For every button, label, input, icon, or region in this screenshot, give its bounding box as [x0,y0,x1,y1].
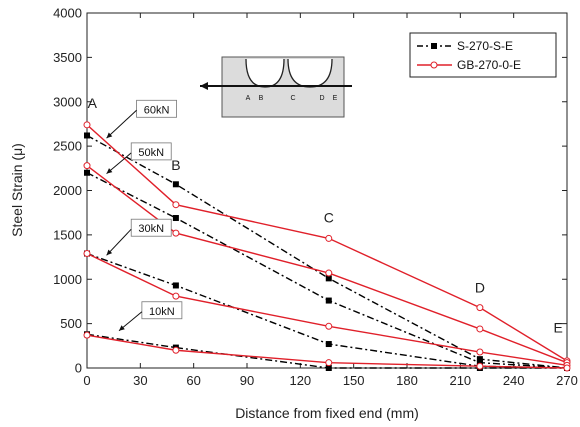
y-tick-label: 3000 [53,94,82,109]
data-point-circle [83,331,91,339]
load-label-60kN: 60kN [144,104,170,116]
load-label-30kN: 30kN [138,223,164,235]
data-point-circle [83,250,91,258]
x-tick-label: 60 [186,373,200,388]
data-point-circle [325,269,333,277]
data-point-circle [563,364,571,372]
data-point-circle [83,162,91,170]
inset-arrow-icon [200,82,208,90]
y-tick-label: 500 [60,316,82,331]
y-axis-title: Steel Strain (μ) [9,143,25,237]
y-tick-label: 3500 [53,50,82,65]
x-tick-label: 90 [240,373,254,388]
data-point-square [325,275,332,282]
load-label-10kN: 10kN [149,306,175,318]
load-arrow-line [106,109,137,139]
inset-label-D: D [319,95,324,102]
load-arrow-head-icon [106,249,113,256]
x-tick-label: 150 [343,373,365,388]
data-point-square [476,356,483,363]
data-point-circle [325,234,333,242]
y-tick-label: 2500 [53,139,82,154]
load-arrow-line [106,228,132,256]
series-lines [83,121,571,372]
data-point-square [84,169,90,176]
inset-label-A: A [246,95,251,102]
data-point-circle [476,325,484,333]
load-arrow-head-icon [119,325,125,331]
y-tick-label: 1500 [53,227,82,242]
load-arrow-head-icon [106,132,113,139]
load-label-50kN: 50kN [138,147,164,159]
data-point-circle [476,304,484,312]
data-point-circle [476,362,484,370]
data-point-square [172,282,179,289]
y-tick-label: 0 [75,361,82,376]
legend-label-series-1: S-270-S-E [457,39,513,53]
inset-label-C: C [290,95,295,102]
load-arrow-head-icon [106,168,113,174]
x-tick-label: 240 [503,373,525,388]
x-tick-label: 210 [449,373,471,388]
data-point-circle [172,201,180,209]
point-label-C: C [324,209,334,225]
data-point-circle [172,229,180,237]
x-tick-label: 0 [83,373,90,388]
x-tick-label: 180 [396,373,418,388]
legend-box [409,32,557,78]
x-tick-label: 120 [289,373,311,388]
y-tick-label: 4000 [53,6,82,21]
data-point-square [325,297,332,304]
y-tick-label: 1000 [53,272,82,287]
data-point-square [172,181,179,188]
axis-ticks: 0 30 60 90 120 150 180 210 240 270 0 500 1000 1500 200… [53,6,578,389]
legend: S-270-S-E GB-270-0-E [409,32,557,78]
point-label-E: E [553,320,562,336]
load-label-box [130,142,172,161]
data-point-circle [325,322,333,330]
point-label-A: A [88,95,98,111]
data-point-square [325,341,332,348]
data-point-circle [476,348,484,356]
data-point-square [476,359,483,366]
data-point-circle [325,359,333,367]
y-tick-label: 2000 [53,183,82,198]
x-tick-label: 270 [556,373,578,388]
inset-label-E: E [333,95,338,102]
load-label-box [130,218,172,237]
beam-inset-diagram: A B C D E [200,56,352,118]
data-point-circle [83,121,91,129]
x-axis-title: Distance from fixed end (mm) [235,405,419,421]
legend-label-series-2: GB-270-0-E [457,58,521,72]
point-label-B: B [171,157,180,173]
data-point-square [84,132,90,139]
annotations: A B C D E 60kN 50kN 30kN 10kN [88,95,563,336]
data-point-square [325,365,332,371]
point-label-D: D [475,280,485,296]
inset-label-B: B [259,95,264,102]
data-point-circle [172,346,180,354]
legend-marker-series-2 [430,61,438,69]
load-label-box [136,99,177,118]
load-label-box [141,301,183,320]
data-point-circle [172,292,180,300]
x-tick-label: 30 [133,373,147,388]
data-point-square [172,215,179,222]
legend-marker-series-1 [431,43,437,49]
